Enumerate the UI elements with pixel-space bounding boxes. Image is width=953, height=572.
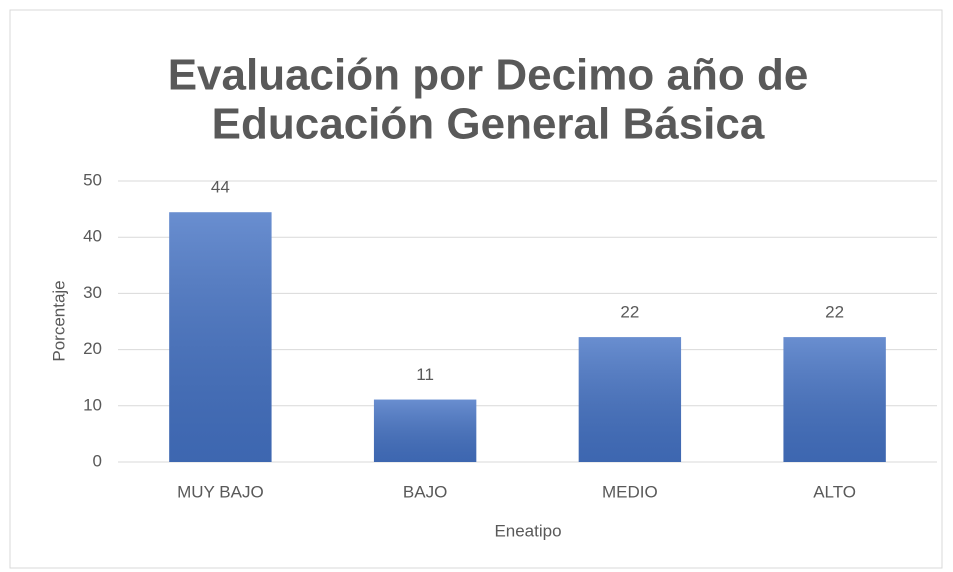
chart-border	[9, 9, 943, 569]
y-axis-label: Porcentaje	[49, 280, 68, 361]
bar-shade	[578, 337, 682, 462]
data-label: 22	[825, 303, 844, 322]
bar-shade	[169, 212, 272, 462]
bar-shade	[783, 337, 886, 462]
x-tick-label: MUY BAJO	[177, 482, 264, 501]
x-tick-label: MEDIO	[602, 482, 658, 501]
chart-title: Evaluación por Decimo año de	[168, 51, 809, 100]
bar-shade	[373, 399, 477, 462]
data-label: 44	[211, 178, 230, 197]
data-label: 11	[416, 365, 434, 384]
data-label: 22	[620, 303, 639, 322]
y-tick-label: 50	[83, 170, 102, 189]
x-tick-label: ALTO	[813, 482, 856, 501]
x-tick-label: BAJO	[403, 482, 447, 501]
y-tick-label: 30	[83, 283, 102, 302]
y-tick-label: 10	[83, 395, 102, 414]
x-axis-label: Eneatipo	[494, 521, 561, 540]
chart-title: Educación General Básica	[212, 100, 765, 149]
y-tick-label: 40	[83, 227, 102, 246]
y-tick-label: 0	[93, 451, 102, 470]
y-tick-label: 20	[83, 339, 102, 358]
